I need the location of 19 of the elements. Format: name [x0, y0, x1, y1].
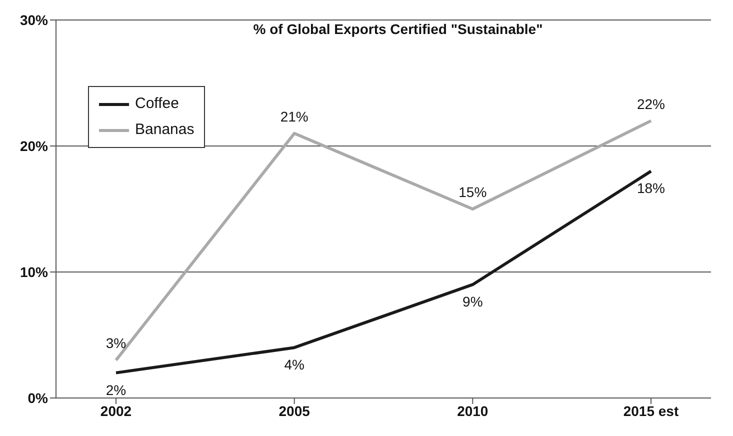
- x-tick-label: 2002: [100, 402, 132, 419]
- data-label: 21%: [280, 108, 308, 124]
- data-label: 9%: [462, 294, 483, 310]
- x-tick-label: 2005: [278, 402, 310, 419]
- x-tick-label: 2010: [457, 402, 488, 419]
- data-label: 4%: [284, 356, 304, 373]
- data-label: 3%: [106, 335, 126, 352]
- data-label: 22%: [636, 96, 666, 112]
- legend-label: Bananas: [135, 120, 194, 140]
- data-label: 18%: [636, 180, 666, 196]
- y-tick-label: 30%: [20, 12, 49, 28]
- legend-label: Coffee: [135, 94, 179, 114]
- y-tick-label: 10%: [20, 264, 49, 280]
- y-tick-label: 0%: [28, 390, 49, 406]
- data-label: 2%: [106, 382, 126, 398]
- x-tick-label: 2015 est: [623, 402, 679, 419]
- data-label: 15%: [458, 184, 487, 200]
- y-tick-label: 20%: [20, 138, 49, 154]
- chart-title: % of Global Exports Certified "Sustainable": [253, 21, 543, 37]
